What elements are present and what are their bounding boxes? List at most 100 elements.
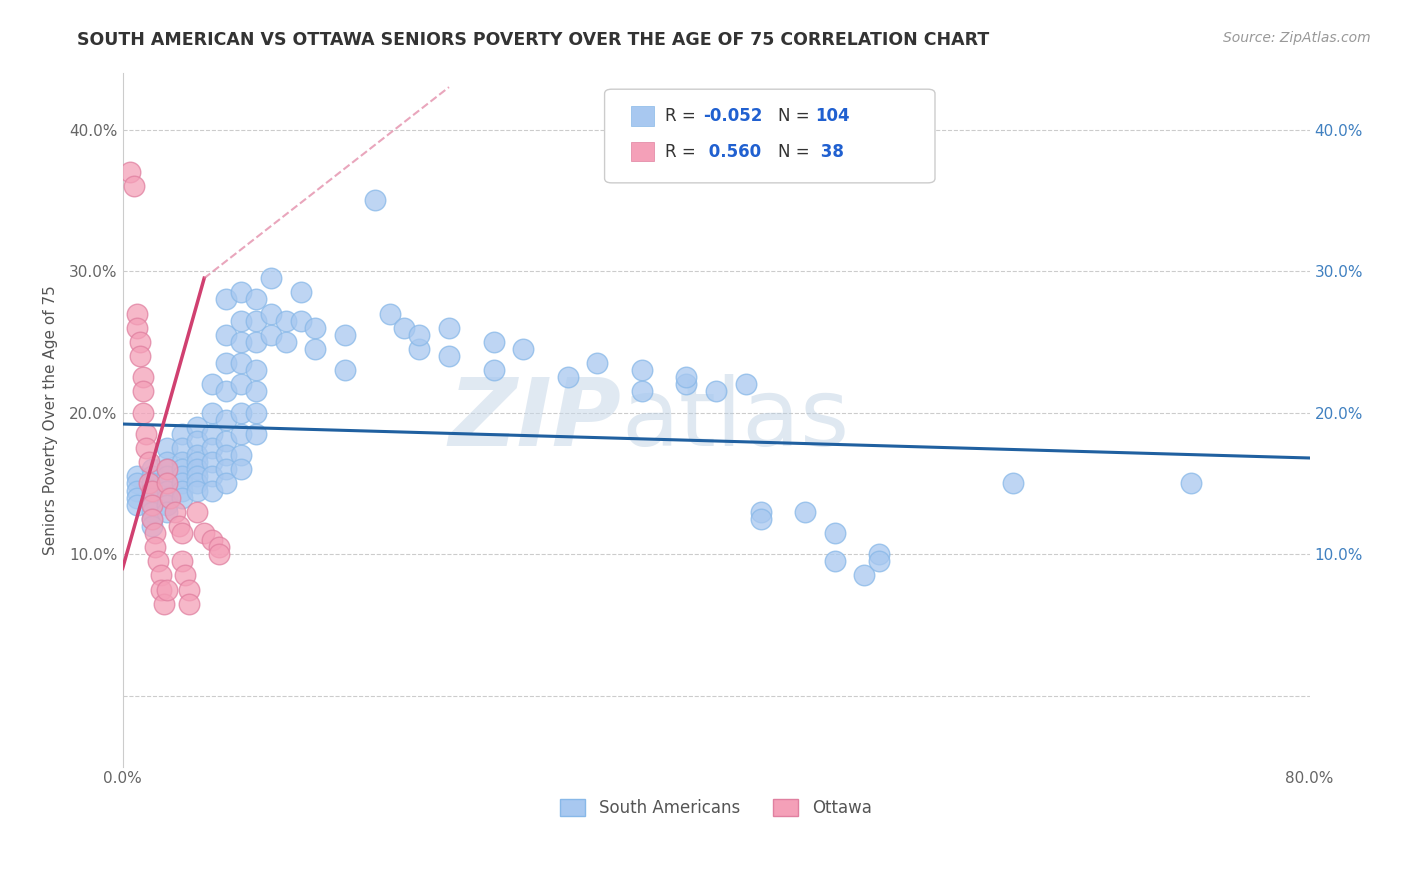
Point [129,349,152,363]
Point [245,293,267,307]
Point [132,384,155,399]
Point [148,554,170,568]
Point [141,505,163,519]
Point [208,547,231,561]
Point [127,498,149,512]
Point [141,512,163,526]
Point [132,406,155,420]
Point [231,356,253,370]
Text: 38: 38 [815,143,845,161]
Point [167,519,190,533]
Point [170,441,193,455]
Point [290,314,312,328]
Point [631,384,654,399]
Point [586,356,609,370]
Point [215,413,238,427]
Point [231,314,253,328]
Point [135,441,157,455]
Point [245,363,267,377]
Point [245,314,267,328]
Point [174,568,197,582]
Point [127,476,149,491]
Point [824,526,846,541]
Point [394,320,416,334]
Point [215,293,238,307]
Text: -0.052: -0.052 [703,107,762,125]
Point [333,327,356,342]
Point [231,448,253,462]
Point [364,194,387,208]
Point [824,554,846,568]
Point [156,491,179,505]
Point [186,455,208,469]
Point [143,526,166,541]
Text: R =: R = [665,143,702,161]
Point [260,271,283,285]
Point [141,498,163,512]
Point [201,441,224,455]
Point [170,483,193,498]
Text: 0.560: 0.560 [703,143,761,161]
Point [231,377,253,392]
Point [201,469,224,483]
Point [170,526,193,541]
Point [853,568,876,582]
Point [156,476,179,491]
Point [245,426,267,441]
Point [156,462,179,476]
Point [156,469,179,483]
Point [186,476,208,491]
Point [163,505,186,519]
Point [150,582,173,597]
Point [231,285,253,300]
Text: 104: 104 [815,107,851,125]
Point [260,327,283,342]
Text: R =: R = [665,107,702,125]
Text: atlas: atlas [621,374,849,466]
Point [201,406,224,420]
Point [170,462,193,476]
Point [156,505,179,519]
Point [201,483,224,498]
Point [215,356,238,370]
Point [135,426,157,441]
Text: N =: N = [778,107,814,125]
Point [749,512,772,526]
Point [141,483,163,498]
Text: ZIP: ZIP [449,374,621,466]
Point [179,597,201,611]
Point [141,519,163,533]
Point [215,462,238,476]
Point [304,342,326,356]
Point [193,526,215,541]
Point [150,568,173,582]
Y-axis label: Seniors Poverty Over the Age of 75: Seniors Poverty Over the Age of 75 [44,285,58,555]
Point [290,285,312,300]
Point [333,363,356,377]
Point [215,384,238,399]
Point [408,342,430,356]
Point [156,582,179,597]
Point [143,540,166,554]
Point [186,462,208,476]
Point [1001,476,1024,491]
Point [186,448,208,462]
Point [675,377,697,392]
Point [231,334,253,349]
Point [186,483,208,498]
Point [231,406,253,420]
Point [260,307,283,321]
Point [179,582,201,597]
Point [675,370,697,384]
Point [215,476,238,491]
Point [304,320,326,334]
Point [186,505,208,519]
Point [437,320,460,334]
Point [794,505,817,519]
Point [186,469,208,483]
Point [482,334,505,349]
Point [170,476,193,491]
Point [734,377,756,392]
Point [245,406,267,420]
Point [159,491,181,505]
